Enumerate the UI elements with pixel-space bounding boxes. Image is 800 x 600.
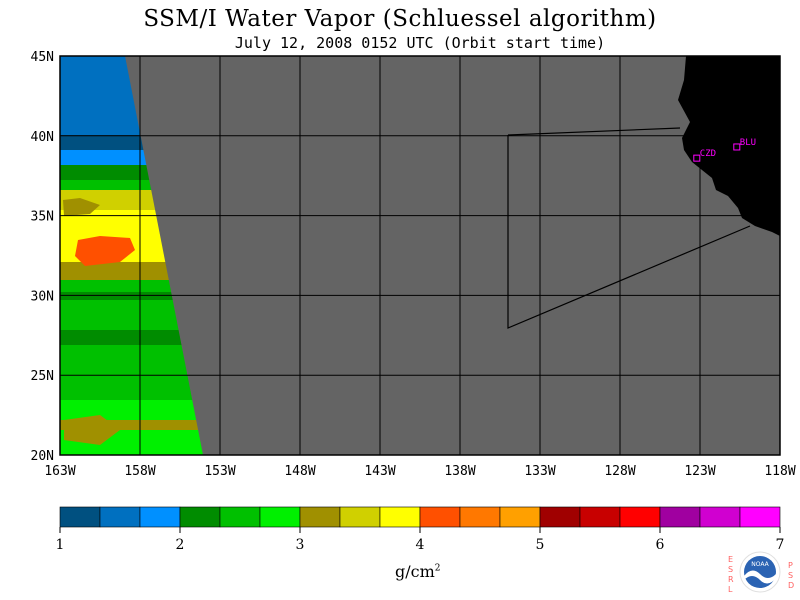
track-line: [507, 127, 681, 136]
colorbar: 1 2 3 4 5 6 7: [56, 506, 785, 553]
colorbar-units: g/cm2: [395, 562, 441, 581]
swath-band: [60, 345, 193, 400]
lon-tick-label: 148W: [284, 464, 315, 479]
svg-text:NOAA: NOAA: [751, 561, 769, 568]
map-subtitle: July 12, 2008 0152 UTC (Orbit start time…: [234, 34, 606, 52]
colorbar-swatch: [659, 506, 701, 528]
lat-tick-label: 45N: [31, 50, 54, 65]
colorbar-swatch: [339, 506, 381, 528]
swath-band: [60, 262, 169, 280]
colorbar-swatch: [739, 506, 781, 528]
lat-tick-label: 35N: [31, 210, 54, 225]
colorbar-swatch: [499, 506, 541, 528]
swath-band: [60, 180, 152, 190]
lon-tick-label: 158W: [124, 464, 155, 479]
logo-letter: E: [728, 555, 733, 564]
colorbar-tick-label: 1: [56, 537, 65, 553]
swath-band: [63, 198, 100, 216]
station-label: CZD: [700, 149, 716, 159]
swath-band: [60, 330, 182, 345]
swath-band: [62, 57, 120, 80]
swath-band: [64, 415, 120, 445]
swath-band: [60, 300, 179, 330]
swath-band: [60, 292, 173, 300]
colorbar-swatch: [699, 506, 741, 528]
map-title: SSM/I Water Vapor (Schluessel algorithm): [143, 6, 657, 32]
swath-band: [75, 236, 135, 266]
lat-tick-label: 20N: [31, 449, 54, 464]
colorbar-swatch: [299, 506, 341, 528]
map-frame: [59, 55, 781, 456]
colorbar-swatch: [379, 506, 421, 528]
logo-letter: S: [728, 565, 733, 574]
lat-tick-label: 30N: [31, 289, 54, 304]
colorbar-tick-label: 4: [416, 537, 425, 553]
colorbar-swatch: [179, 506, 221, 528]
water-vapor-swath: [60, 56, 203, 455]
lon-tick-label: 133W: [524, 464, 555, 479]
lon-tick-label: 163W: [44, 464, 75, 479]
colorbar-tick-label: 5: [536, 537, 545, 553]
colorbar-swatch: [259, 506, 301, 528]
lon-tick-label: 128W: [604, 464, 635, 479]
swath-band: [60, 400, 197, 420]
lon-tick-label: 118W: [764, 464, 795, 479]
colorbar-swatch: [99, 506, 141, 528]
colorbar-tick-label: 2: [176, 537, 185, 553]
colorbar-tick-label: 7: [776, 537, 785, 553]
colorbar-swatch: [459, 506, 501, 528]
logo-letter: P: [788, 561, 793, 570]
station-marker: [693, 154, 701, 162]
swath-band: [60, 165, 150, 180]
colorbar-swatch: [219, 506, 261, 528]
colorbar-tick-label: 3: [296, 537, 305, 553]
logo-letter: S: [788, 571, 793, 580]
colorbar-tick-label: 6: [656, 537, 665, 553]
lat-tick-label: 40N: [31, 130, 54, 145]
colorbar-swatch: [419, 506, 461, 528]
colorbar-swatch: [619, 506, 661, 528]
station-marker: [733, 143, 741, 151]
colorbar-swatch: [139, 506, 181, 528]
track-line: [507, 135, 751, 329]
swath-band: [60, 210, 159, 228]
swath-band: [60, 150, 147, 165]
lon-tick-label: 153W: [204, 464, 235, 479]
colorbar-swatch: [59, 506, 101, 528]
lon-tick-label: 123W: [684, 464, 715, 479]
station-label: BLU: [740, 138, 756, 148]
lat-tick-label: 25N: [31, 369, 54, 384]
lon-tick-label: 143W: [364, 464, 395, 479]
colorbar-swatch: [579, 506, 621, 528]
swath-band: [60, 135, 144, 150]
swath-band: [60, 280, 172, 292]
land-mass: [678, 56, 780, 236]
logo-letter: R: [728, 575, 734, 584]
logo-letter: L: [728, 585, 733, 594]
lon-tick-label: 138W: [444, 464, 475, 479]
logo-letter: D: [788, 581, 794, 590]
colorbar-swatch: [539, 506, 581, 528]
